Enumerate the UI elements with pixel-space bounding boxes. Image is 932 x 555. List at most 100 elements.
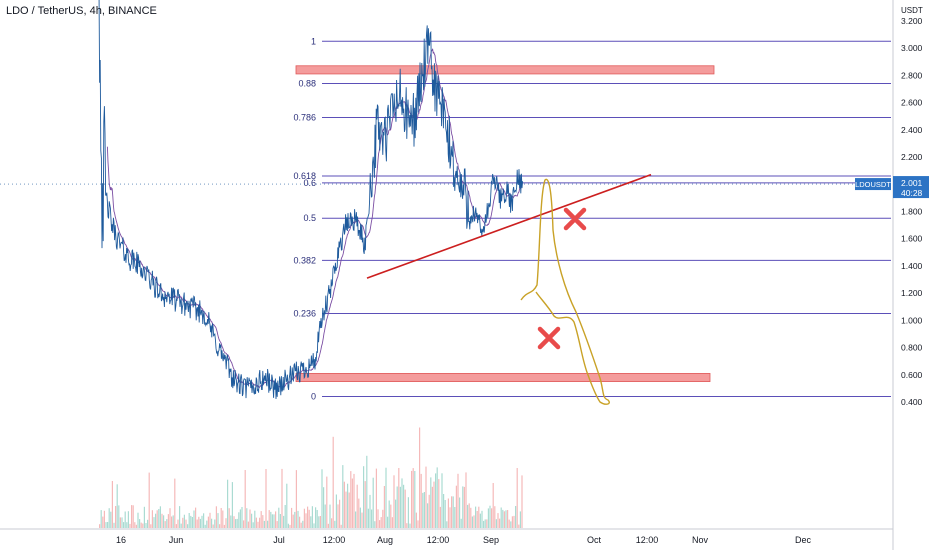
volume-bar — [499, 518, 501, 528]
fib-level-label: 0.786 — [293, 112, 316, 122]
volume-bar — [233, 516, 235, 528]
volume-bar — [143, 506, 145, 528]
volume-bar — [153, 517, 155, 528]
volume-bar — [115, 506, 117, 528]
volume-bar — [356, 484, 358, 528]
volume-bar — [108, 508, 110, 528]
volume-bar — [140, 522, 142, 528]
volume-bar — [332, 436, 334, 528]
volume-bar — [494, 506, 496, 528]
volume-bar — [388, 500, 390, 528]
drawing-layer — [366, 173, 652, 405]
support-zone — [295, 373, 711, 382]
price-tick-label: 1.200 — [901, 288, 923, 298]
volume-bar — [390, 504, 392, 528]
volume-bar — [297, 510, 299, 528]
price-tick-label: 1.600 — [901, 234, 923, 244]
fib-level-label: 0.88 — [298, 78, 316, 88]
volume-bar — [334, 520, 336, 528]
volume-bar — [183, 514, 185, 528]
volume-bar — [311, 506, 313, 528]
volume-bar — [369, 494, 371, 528]
volume-bar — [235, 519, 237, 528]
volume-bar — [431, 486, 433, 528]
volume-bar — [223, 524, 225, 528]
volume-bar — [281, 468, 283, 528]
volume-bar — [196, 519, 198, 528]
volume-bar — [366, 455, 368, 528]
time-tick-label: Dec — [795, 535, 812, 545]
price-axis-bg — [893, 0, 932, 550]
volume-bar — [227, 479, 229, 528]
volume-bar — [521, 475, 523, 528]
volume-bar — [399, 486, 401, 528]
volume-bar — [103, 510, 105, 528]
volume-bar — [279, 514, 281, 528]
volume-bar — [519, 511, 521, 528]
volume-bar — [199, 518, 201, 528]
volume-bar — [483, 520, 485, 528]
volume-bar — [391, 517, 393, 528]
volume-bar — [460, 518, 462, 528]
volume-bar — [265, 469, 267, 528]
volume-bar — [455, 485, 457, 528]
time-tick-label: 16 — [116, 535, 126, 545]
volume-bar — [291, 507, 293, 528]
price-tick-label: 3.000 — [901, 43, 923, 53]
currency-label: USDT — [901, 6, 923, 15]
volume-bar — [411, 470, 413, 528]
volume-bar — [185, 519, 187, 528]
volume-bar — [337, 504, 339, 528]
volume-bar — [135, 524, 137, 528]
volume-bar — [286, 483, 288, 528]
volume-bar — [497, 513, 499, 528]
volume-bar — [345, 491, 347, 528]
volume-bar — [174, 478, 176, 528]
volume-bar — [335, 494, 337, 528]
volume-bar — [479, 513, 481, 528]
exchange-label: BINANCE — [107, 5, 157, 17]
volume-bar — [419, 427, 421, 528]
volume-bar — [459, 497, 461, 528]
volume-bar — [502, 509, 504, 528]
volume-bar — [190, 515, 192, 528]
volume-bar — [239, 509, 241, 528]
volume-bar — [305, 513, 307, 528]
volume-bar — [420, 473, 422, 528]
volume-bar — [278, 507, 280, 528]
volume-bar — [505, 510, 507, 528]
volume-bar — [427, 503, 429, 528]
volume-bar — [110, 511, 112, 528]
volume-bar — [318, 516, 320, 528]
volume-bar — [415, 512, 417, 528]
volume-bar — [321, 469, 323, 528]
volume-bar — [206, 520, 208, 528]
volume-bar — [395, 499, 397, 528]
volume-bar — [398, 468, 400, 528]
volume-bar — [422, 492, 424, 528]
volume-bar — [123, 522, 125, 528]
price-line — [98, 0, 524, 400]
volume-bar — [204, 524, 206, 528]
volume-bar — [350, 471, 352, 528]
chart-legend: LDO / TetherUS, 4h, BINANCE — [6, 5, 157, 17]
resistance-zone — [295, 65, 715, 75]
volume-bar — [134, 522, 136, 528]
volume-bar — [495, 519, 497, 528]
volume-bar — [342, 465, 344, 528]
volume-bar — [417, 520, 419, 528]
volume-bar — [257, 521, 259, 528]
volume-bar — [436, 467, 438, 528]
volume-bar — [484, 519, 486, 528]
zones-layer — [295, 65, 715, 382]
volume-bar — [444, 500, 446, 528]
volume-bar — [487, 508, 489, 528]
price-tick-label: 1.400 — [901, 261, 923, 271]
volume-bar — [372, 477, 374, 528]
volume-bar — [315, 507, 317, 528]
fib-level-label: 0.618 — [293, 171, 316, 181]
volume-bar — [363, 466, 365, 528]
volume-bar — [433, 481, 435, 528]
